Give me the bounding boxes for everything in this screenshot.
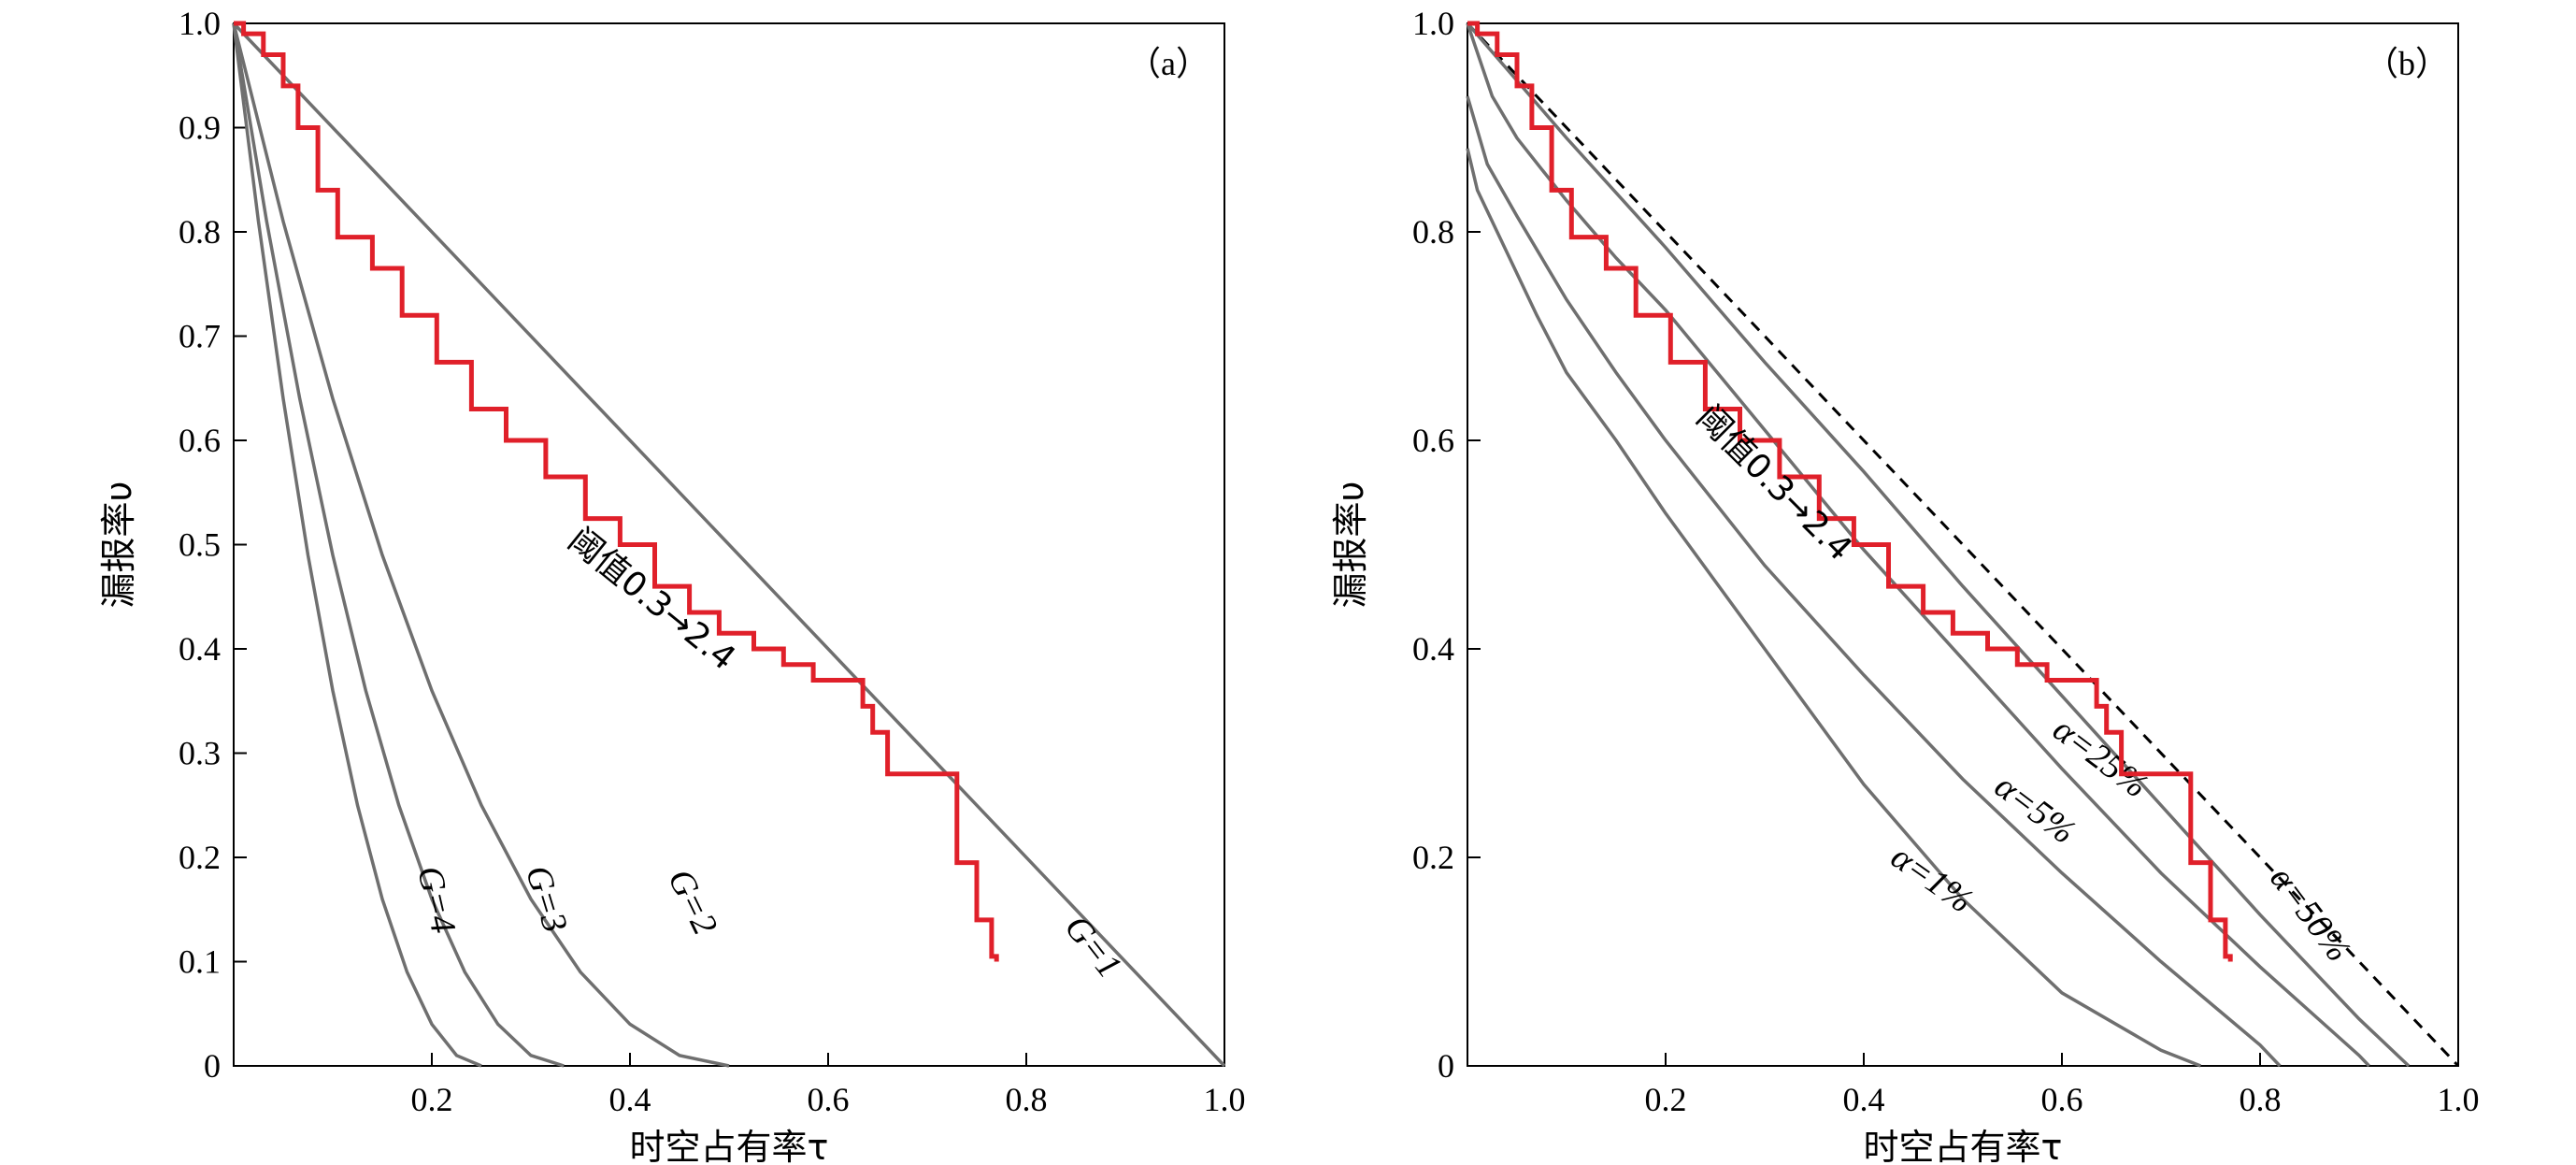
panel-b-xtick-label: 0.2 — [1645, 1081, 1687, 1118]
panel-b-ytick-label: 0 — [1438, 1047, 1454, 1085]
panel-a-ytick-label: 0.9 — [179, 109, 221, 147]
panel-a-curve-g-3 — [232, 22, 565, 1068]
panel-a-xtick-label: 1.0 — [1204, 1081, 1246, 1118]
panel-a-threshold-step-line — [234, 21, 999, 962]
panel-a-label-g-4: G=4 — [409, 862, 463, 937]
panel-b-label-5: α=5% — [1987, 767, 2082, 852]
panel-a-tag: （a） — [1127, 45, 1209, 82]
panel-b-y-axis-title: 漏报率υ — [1330, 482, 1371, 609]
panel-a-ytick-label: 0.3 — [179, 735, 221, 772]
panel-a-ytick-label: 0.8 — [179, 213, 221, 251]
panel-b-ytick-label: 0.8 — [1412, 213, 1454, 251]
panel-a-y-axis-title: 漏报率υ — [98, 482, 139, 609]
panel-b-xtick-label: 0.6 — [2041, 1081, 2083, 1118]
panel-a-ytick-label: 0.6 — [179, 422, 221, 459]
panel-a-curve-g-4 — [232, 22, 482, 1068]
panel-b-xtick-label: 0.8 — [2240, 1081, 2282, 1118]
panel-b-ytick-label: 0.6 — [1412, 422, 1454, 459]
panel-b-xtick-label: 0.4 — [1843, 1081, 1885, 1118]
panel-a-label-g-1: G=1 — [1057, 908, 1129, 985]
panel-a-ytick-label: 0.2 — [179, 839, 221, 876]
panel-b-ytick-label: 1.0 — [1412, 5, 1454, 42]
panel-b-label-50: α=50% — [2262, 859, 2358, 969]
panel-b-threshold-step-line — [1467, 21, 2233, 962]
panel-b-label-25: α=25% — [2046, 710, 2155, 806]
panel-a-ytick-label: 0.7 — [179, 318, 221, 355]
panel-a-curve-g-1 — [232, 22, 1226, 1068]
panel-b-x-axis-title: 时空占有率τ — [1864, 1127, 2063, 1165]
panel-b-ytick-label: 0.2 — [1412, 839, 1454, 876]
panel-b-plot-frame — [1467, 22, 2459, 1067]
panel-b-curve-50 — [1466, 22, 2411, 1068]
panel-a-ytick-label: 0 — [204, 1047, 221, 1085]
panel-b-ytick-label: 0.4 — [1412, 630, 1454, 668]
panel-b-curve-5 — [1466, 95, 2282, 1068]
panel-a-xtick-label: 0.2 — [411, 1081, 453, 1118]
panel-b-curve-diagonal — [1466, 22, 2460, 1068]
panel-a-xtick-label: 0.6 — [808, 1081, 850, 1118]
panel-a-x-axis-title: 时空占有率τ — [630, 1127, 829, 1165]
panel-a-ytick-label: 0.1 — [179, 943, 221, 981]
panel-a-ytick-label: 0.4 — [179, 630, 221, 668]
panel-a-ytick-label: 1.0 — [179, 5, 221, 42]
panel-a-xtick-label: 0.4 — [609, 1081, 651, 1118]
panel-b-label-threshold: 阈值0.3→2.4 — [1689, 398, 1859, 568]
panel-b-tag: （b） — [2365, 45, 2449, 82]
panel-a-ytick-label: 0.5 — [179, 526, 221, 564]
panel-b-xtick-label: 1.0 — [2438, 1081, 2480, 1118]
panel-a-label-g-2: G=2 — [660, 863, 724, 941]
panel-b-curve-25 — [1466, 22, 2370, 1068]
panel-a-xtick-label: 0.8 — [1006, 1081, 1048, 1118]
panel-b-label-1: α=1% — [1883, 837, 1980, 921]
panel-a-label-g-3: G=3 — [518, 861, 575, 937]
panel-b-curve-1 — [1466, 148, 2202, 1068]
panel-a-curve-g-2 — [232, 22, 730, 1068]
